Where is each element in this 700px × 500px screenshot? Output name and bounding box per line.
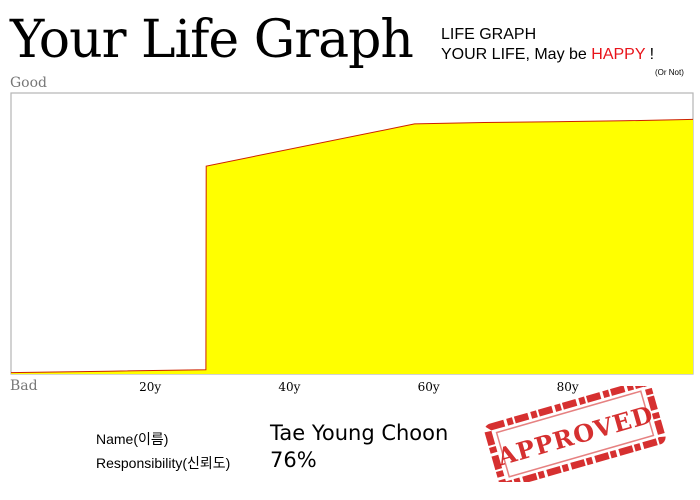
or-not-note: (Or Not) xyxy=(655,68,684,77)
tick-layer: 20y 40y 60y 80y xyxy=(139,380,579,394)
x-tick-label: 60y xyxy=(418,380,440,394)
tagline-line-1: LIFE GRAPH xyxy=(441,26,537,43)
tagline: LIFE GRAPH YOUR LIFE, May be HAPPY ! xyxy=(441,25,654,65)
life-area-fill xyxy=(11,119,693,375)
y-axis-bottom-label: Bad xyxy=(10,378,38,394)
area-layer xyxy=(10,118,694,375)
name-value: Tae Young Choon xyxy=(270,421,449,445)
approved-stamp: APPROVED xyxy=(484,386,666,482)
x-tick-label: 20y xyxy=(139,380,161,394)
responsibility-value: 76% xyxy=(270,448,317,472)
stamp-border xyxy=(484,386,666,482)
page-title: Your Life Graph xyxy=(10,10,414,70)
x-tick-label: 80y xyxy=(557,380,579,394)
name-label: Name(이름) xyxy=(96,431,169,447)
responsibility-label: Responsibility(신뢰도) xyxy=(96,455,231,471)
y-axis-top-label: Good xyxy=(10,75,48,91)
tagline-prefix: YOUR LIFE, May be xyxy=(441,46,592,63)
life-line xyxy=(10,118,694,374)
tagline-line-2: YOUR LIFE, May be HAPPY ! xyxy=(441,45,654,65)
tagline-suffix: ! xyxy=(645,46,655,63)
x-tick-label: 40y xyxy=(278,380,300,394)
stamp-inner-border xyxy=(495,390,655,478)
happy-word: HAPPY xyxy=(591,46,646,63)
